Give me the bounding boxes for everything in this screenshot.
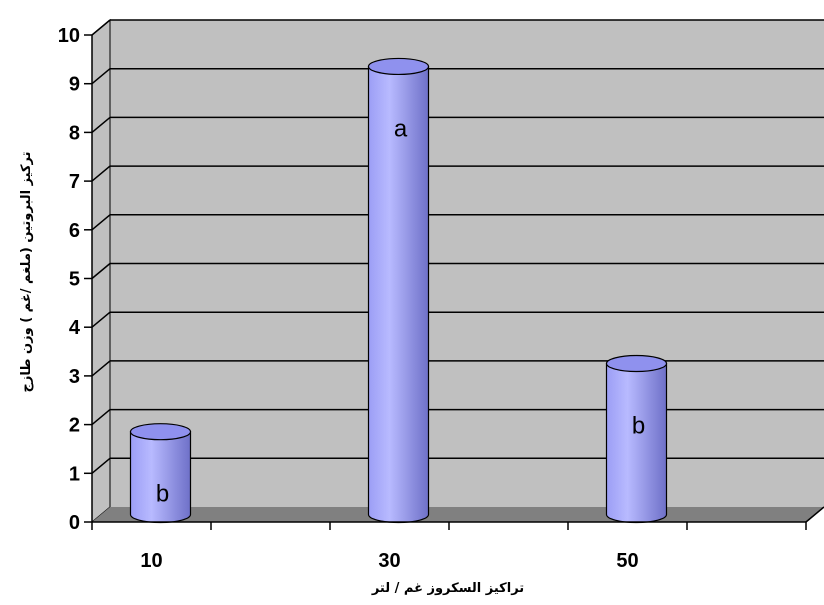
bar-body [605,362,668,524]
y-tick-label: 2 [69,415,80,437]
x-tick-label: 50 [616,550,638,572]
x-tick-label: 10 [140,550,162,572]
gridline-diagonal [91,214,111,231]
y-tick-label: 5 [69,269,80,291]
bar-letter-label: b [632,413,645,440]
x-axis-title: تراكيز السكروز غم / لتر [371,581,524,596]
bar-top [605,354,668,373]
y-tick-label: 1 [69,463,80,485]
x-axis-ticks: 10 30 50 [91,522,807,572]
gridline-diagonal [91,311,111,328]
y-axis-ticks: 0 1 2 3 4 5 6 7 8 9 10 [58,25,92,534]
y-tick-label: 7 [69,171,80,193]
y-tick-label: 3 [69,366,80,388]
gridline-diagonal [91,360,111,377]
bar-body [129,431,192,524]
bar: b [129,423,192,524]
bar-letter-label: b [156,481,169,508]
y-tick-label: 4 [69,317,81,339]
bar-letter-label: a [394,115,408,142]
y-tick-label: 10 [58,25,80,47]
y-axis-title: تركيز البروتين (ملغم /غم ) وزن طازج [19,151,34,392]
y-tick-label: 8 [69,122,80,144]
floor [92,507,824,522]
gridline-diagonal [91,116,111,133]
bar: b [605,354,668,524]
gridline-diagonal [91,165,111,182]
y-tick-label: 0 [69,512,80,534]
bar: a [367,57,430,524]
bars: b a b [129,57,668,524]
y-tick-label: 6 [69,220,80,242]
gridlines [91,19,824,474]
x-tick-label: 30 [378,550,400,572]
gridline-diagonal [91,19,111,36]
gridline-diagonal [91,457,111,474]
y-tick-label: 9 [69,74,80,96]
bar-top [367,57,430,76]
gridline-diagonal [91,68,111,85]
gridline-diagonal [91,262,111,280]
bar-top [129,423,192,441]
x-axis-end [805,506,824,523]
gridline-diagonal [91,409,111,426]
